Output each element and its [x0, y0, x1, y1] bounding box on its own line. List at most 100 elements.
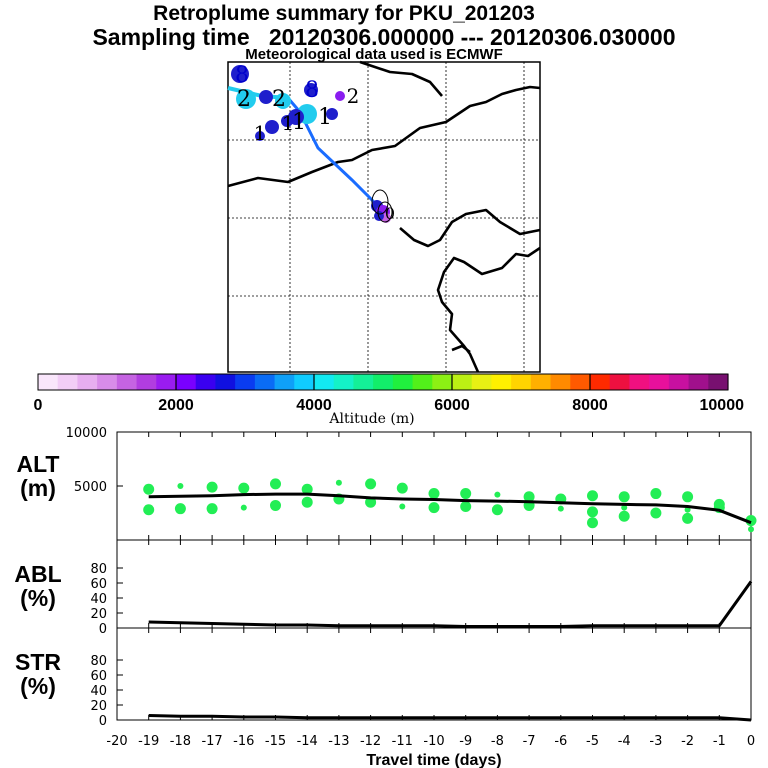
colorbar-tick-label: 4000	[296, 397, 332, 414]
cluster-label: 2	[237, 87, 251, 112]
scatter-point	[301, 496, 313, 508]
colorbar-cell	[491, 374, 512, 390]
scatter-point	[494, 491, 501, 498]
x-tick-label: -16	[233, 734, 254, 749]
scatter-point	[618, 491, 630, 503]
met-data-note: Meteorological data used is ECMWF	[245, 46, 503, 63]
altitude-colorbar: 0 2000 4000 6000 8000 10000 Altitude (m)	[34, 373, 745, 427]
x-tick-label: -19	[138, 734, 159, 749]
colorbar-cell	[530, 374, 552, 390]
colorbar-cell	[609, 374, 631, 390]
colorbar-tick-label: 8000	[572, 397, 608, 414]
scatter-point	[206, 481, 218, 493]
colorbar-cell	[373, 374, 394, 390]
colorbar-cell	[511, 374, 532, 390]
colorbar-cell	[38, 374, 59, 390]
scatter-point	[682, 512, 694, 524]
colorbar-tick-label: 2000	[158, 397, 194, 414]
x-tick-label: -18	[170, 734, 191, 749]
cluster-label: 2	[272, 87, 286, 112]
colorbar-cell	[688, 374, 709, 390]
scatter-point	[745, 515, 757, 527]
scatter-point	[650, 488, 662, 500]
colorbar-cell	[77, 374, 98, 390]
coastlines	[227, 60, 541, 373]
scatter-point	[428, 502, 440, 514]
series-line	[148, 580, 753, 628]
colorbar-cell	[195, 374, 217, 390]
str-panel-label: STR (%)	[15, 649, 61, 699]
scatter-point	[206, 503, 218, 515]
y-tick-label: 10000	[66, 426, 107, 441]
cluster-dot	[326, 108, 338, 120]
colorbar-cell	[432, 374, 453, 390]
colorbar-cell	[333, 374, 355, 390]
scatter-point	[365, 478, 377, 490]
scatter-point	[177, 483, 184, 489]
cluster-dot	[259, 90, 273, 104]
scatter-point	[682, 491, 694, 503]
cluster-dot	[236, 89, 256, 109]
x-tick-label: -10	[423, 734, 444, 749]
scatter-point	[621, 504, 628, 511]
chart-title: Retroplume summary for PKU_201203	[153, 2, 535, 25]
scatter-point	[143, 504, 155, 516]
colorbar-cell	[471, 374, 493, 390]
cluster-label: 8	[305, 78, 319, 103]
scatter-point	[301, 483, 313, 495]
trajectory-clusters: 882 2 21 11 10	[231, 63, 395, 223]
y-tick-label: 20	[90, 699, 107, 714]
panel-frame	[116, 539, 752, 629]
x-tick-label: -11	[392, 734, 413, 749]
cluster-label: 8	[235, 63, 249, 88]
colorbar-tick-label: 10000	[700, 397, 745, 414]
x-tick-label: -6	[554, 734, 567, 749]
colorbar-cell	[550, 374, 571, 390]
cluster-dot	[255, 131, 265, 141]
x-tick-label: -8	[491, 734, 504, 749]
y-tick-label: 0	[99, 714, 107, 729]
colorbar-cell	[668, 374, 690, 390]
colorbar-cell	[570, 374, 591, 390]
scatter-point	[270, 499, 281, 511]
scatter-point	[396, 482, 408, 494]
cluster-label: 1	[318, 105, 332, 130]
panel-frame	[116, 627, 752, 721]
scatter-point	[174, 503, 186, 515]
cluster-contour	[377, 201, 393, 223]
colorbar-cell	[176, 374, 197, 390]
x-tick-label: -5	[586, 734, 599, 749]
scatter-point	[491, 504, 503, 516]
colorbar-title: Altitude (m)	[328, 411, 414, 427]
x-tick-label: -4	[618, 734, 631, 749]
cluster-label: 1	[282, 111, 295, 135]
y-tick-label: 80	[90, 562, 107, 577]
scatter-point	[460, 488, 472, 500]
x-tick-label: -15	[265, 734, 286, 749]
scatter-point	[240, 504, 247, 511]
y-tick-label: 60	[90, 577, 107, 592]
cluster-contour	[371, 189, 389, 215]
y-tick-label: 80	[90, 654, 107, 669]
colorbar-cell	[274, 374, 295, 390]
y-tick-label: 40	[90, 592, 107, 607]
panel-0: 5000 10000	[66, 426, 757, 541]
y-tick-label: 20	[90, 607, 107, 622]
abl-panel-label: ABL (%)	[14, 561, 62, 611]
colorbar-cell	[254, 374, 276, 390]
colorbar-cell	[294, 374, 315, 390]
y-tick-label: 60	[90, 669, 107, 684]
x-tick-label: -3	[649, 734, 662, 749]
scatter-point	[523, 491, 535, 503]
colorbar-cell	[314, 374, 335, 390]
cluster-dot	[231, 65, 249, 83]
colorbar-cell	[452, 374, 473, 390]
colorbar-cell	[57, 374, 79, 390]
x-tick-label: -14	[297, 734, 318, 749]
cluster-dot	[275, 93, 291, 109]
series-line	[148, 714, 752, 722]
colorbar-tick-label: 6000	[434, 397, 470, 414]
y-tick-label: 0	[99, 622, 107, 637]
cluster-dot	[265, 120, 279, 134]
